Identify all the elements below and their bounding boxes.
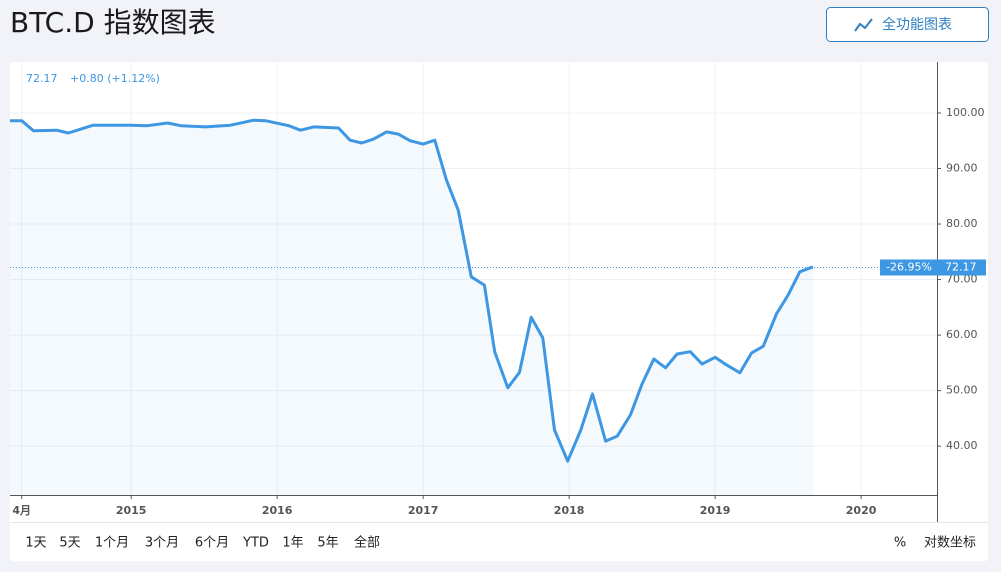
last-price: 72.17: [26, 72, 58, 85]
last-price-badge: [880, 259, 986, 276]
button-icon: [854, 18, 873, 32]
x-tick-label: 2018: [554, 504, 585, 517]
y-tick-label: 60.00: [946, 328, 978, 341]
button-label[interactable]: 全功能图表: [882, 16, 952, 33]
change-label: -26.95%: [886, 261, 932, 274]
range-button[interactable]: 全部: [354, 535, 380, 551]
range-button[interactable]: 6个月: [195, 536, 229, 551]
y-tick-label: 100.00: [946, 106, 985, 119]
range-button[interactable]: 1年: [282, 536, 303, 551]
line: [10, 118, 814, 463]
range-button[interactable]: YTD: [242, 536, 269, 551]
price-change: +0.80 (+1.12%): [70, 72, 160, 85]
range-button[interactable]: 5年: [317, 536, 338, 551]
y-tick-label: 50.00: [946, 384, 978, 397]
chart-card: [10, 62, 988, 561]
range-button[interactable]: 5天: [59, 536, 80, 551]
x-tick-label: 2017: [408, 504, 439, 517]
percent-toggle[interactable]: %: [894, 536, 906, 551]
range-button[interactable]: 1个月: [95, 536, 129, 551]
range-button[interactable]: 3个月: [145, 536, 179, 551]
x-tick-label: 2016: [262, 504, 293, 517]
full-chart-button[interactable]: [826, 7, 989, 42]
x-tick-label: 2020: [846, 504, 877, 517]
range-button[interactable]: 1天: [25, 536, 46, 551]
log-toggle[interactable]: 对数坐标: [924, 536, 976, 551]
x-tick-label: 2015: [116, 504, 147, 517]
y-tick-label: 90.00: [946, 162, 978, 175]
area: [10, 120, 813, 495]
y-tick-label: 40.00: [946, 439, 978, 452]
y-tick-label: 70.00: [946, 273, 978, 286]
y-tick-label: 80.00: [946, 217, 978, 230]
page-title: BTC.D 指数图表: [10, 6, 216, 39]
last-price-label: 72.17: [945, 261, 977, 274]
x-tick-label: 2019: [700, 504, 731, 517]
x-tick-label: 4月: [12, 504, 31, 517]
